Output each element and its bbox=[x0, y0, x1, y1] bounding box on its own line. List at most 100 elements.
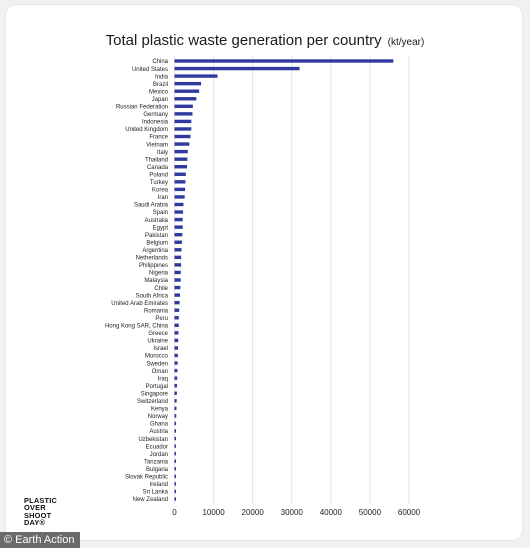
category-label: Israel bbox=[153, 346, 168, 352]
bar bbox=[174, 399, 177, 403]
bar bbox=[174, 142, 190, 146]
bar bbox=[174, 89, 200, 93]
bar bbox=[174, 414, 177, 418]
category-label: Portugal bbox=[146, 384, 168, 390]
category-label: Canada bbox=[147, 165, 169, 171]
bar bbox=[174, 149, 188, 154]
bar bbox=[174, 157, 188, 161]
category-label: Malaysia bbox=[144, 278, 168, 284]
bar bbox=[174, 248, 182, 252]
category-label: Italy bbox=[157, 150, 168, 156]
bar bbox=[174, 474, 176, 479]
logo-line: SHOOT bbox=[24, 510, 52, 520]
bar bbox=[174, 323, 179, 328]
category-label: Ecuador bbox=[146, 444, 168, 450]
chart-title: Total plastic waste generation per count… bbox=[0, 32, 530, 49]
category-label: France bbox=[149, 135, 168, 141]
category-label: Romania bbox=[144, 308, 169, 314]
bar bbox=[174, 429, 176, 433]
category-label: Iran bbox=[158, 195, 168, 201]
bar bbox=[174, 225, 183, 229]
bar bbox=[174, 285, 181, 290]
category-label: Spain bbox=[153, 210, 168, 216]
bar bbox=[174, 467, 176, 471]
category-label: Oman bbox=[152, 369, 168, 375]
category-label: Mexico bbox=[149, 89, 169, 95]
bar bbox=[174, 165, 188, 169]
bar bbox=[174, 489, 176, 494]
bar bbox=[174, 112, 193, 116]
x-tick-label: 30000 bbox=[281, 508, 304, 517]
category-label: Ireland bbox=[150, 482, 168, 488]
category-label: Sweden bbox=[146, 361, 168, 367]
bar bbox=[174, 217, 183, 222]
category-label: Korea bbox=[152, 188, 169, 194]
bar bbox=[174, 180, 186, 184]
category-label: Australia bbox=[145, 218, 169, 224]
bar bbox=[174, 436, 176, 441]
category-label: Turkey bbox=[150, 180, 168, 186]
bar bbox=[174, 232, 183, 237]
category-label: Egypt bbox=[153, 225, 169, 231]
photo-credit: © Earth Action bbox=[0, 532, 81, 548]
bar bbox=[174, 444, 176, 448]
bar bbox=[174, 240, 182, 244]
x-tick-label: 20000 bbox=[242, 508, 265, 517]
category-label: Sri Lanka bbox=[143, 490, 169, 496]
category-label: United Kingdom bbox=[125, 127, 168, 133]
bar bbox=[174, 384, 178, 388]
category-label: Norway bbox=[148, 414, 168, 420]
category-label: China bbox=[152, 59, 168, 65]
logo-line: DAY® bbox=[24, 518, 46, 528]
bar bbox=[174, 338, 179, 343]
x-tick-label: 10000 bbox=[202, 508, 225, 517]
bar bbox=[174, 119, 192, 124]
bar bbox=[174, 81, 202, 86]
category-label: Vietnam bbox=[146, 142, 168, 148]
category-label: Bulgaria bbox=[146, 467, 169, 473]
category-label: Morocco bbox=[145, 354, 169, 360]
category-label: Tanzania bbox=[144, 459, 169, 465]
category-label: Saudi Arabia bbox=[134, 203, 169, 209]
category-label: Ghana bbox=[150, 422, 169, 428]
chart-card bbox=[6, 5, 522, 540]
category-label: Iraq bbox=[158, 376, 168, 382]
plastic-overshoot-day-logo: PLASTIC OVER SHOOT DAY® bbox=[24, 497, 68, 527]
category-label: Japan bbox=[152, 97, 168, 103]
bar bbox=[174, 316, 179, 320]
category-label: United States bbox=[132, 67, 168, 73]
x-tick-label: 50000 bbox=[359, 508, 382, 517]
category-label: Uzbekistan bbox=[138, 437, 168, 443]
category-label: Brazil bbox=[153, 82, 168, 88]
title-unit: (kt/year) bbox=[387, 37, 425, 48]
bar bbox=[174, 278, 181, 282]
bar bbox=[174, 451, 176, 456]
bar bbox=[174, 187, 186, 192]
category-label: Hong Kong SAR, China bbox=[105, 324, 169, 330]
category-label: Philippines bbox=[139, 263, 168, 269]
category-label: Argentina bbox=[142, 248, 168, 254]
bar bbox=[174, 391, 177, 395]
category-label: Jordan bbox=[150, 452, 168, 458]
bar bbox=[174, 497, 176, 501]
category-label: Pakistan bbox=[145, 233, 168, 239]
category-label: Kenya bbox=[151, 407, 169, 413]
category-label: Nigeria bbox=[149, 271, 169, 277]
bar bbox=[174, 421, 177, 426]
bar bbox=[174, 459, 176, 463]
bar bbox=[174, 104, 193, 109]
bar bbox=[174, 74, 218, 78]
category-label: Netherlands bbox=[136, 256, 168, 262]
bar bbox=[174, 331, 179, 335]
category-label: New Zealand bbox=[133, 497, 168, 503]
bar bbox=[174, 353, 178, 358]
bar bbox=[174, 346, 179, 350]
category-label: Ukraine bbox=[147, 339, 168, 345]
bar bbox=[174, 263, 182, 267]
bar bbox=[174, 127, 192, 131]
x-tick-label: 0 bbox=[172, 508, 177, 517]
category-label: Belgium bbox=[146, 240, 168, 246]
category-label: Switzerland bbox=[137, 399, 168, 405]
category-label: United Arab Emirates bbox=[111, 301, 168, 307]
